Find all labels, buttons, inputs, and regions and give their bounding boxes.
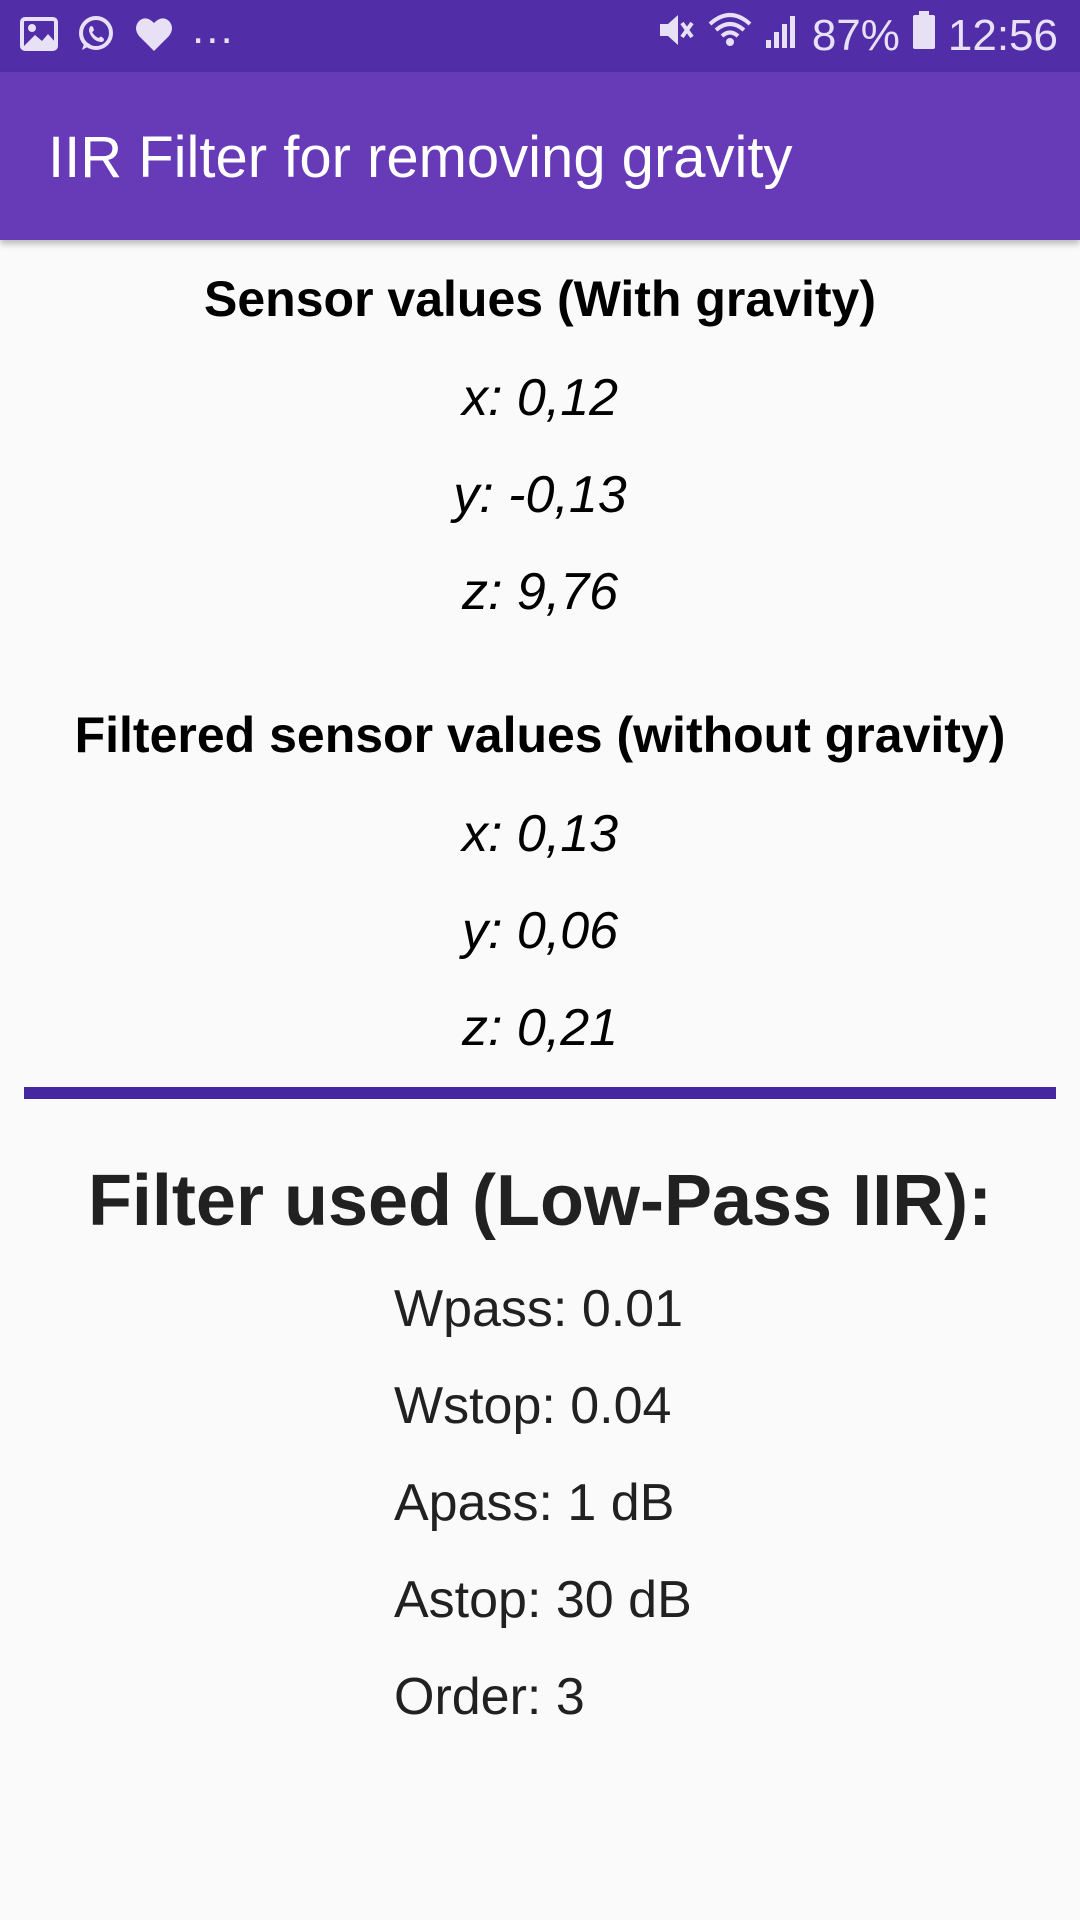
status-bar: ... 87% (0, 0, 1080, 72)
raw-sensor-heading: Sensor values (With gravity) (204, 271, 876, 327)
mute-icon (656, 10, 696, 61)
battery-icon (912, 10, 936, 61)
filter-order: Order: 3 (394, 1668, 585, 1726)
filtered-sensor-y: y: 0,06 (461, 902, 619, 960)
filtered-sensor-z: z: 0,21 (461, 999, 619, 1057)
app-bar: IIR Filter for removing gravity (0, 72, 1080, 240)
raw-sensor-z: z: 9,76 (461, 563, 619, 621)
status-bar-system: 87% 12:56 (656, 10, 1058, 61)
filter-title: Filter used (Low-Pass IIR): (87, 1161, 993, 1241)
more-notifications-indicator: ... (192, 3, 235, 53)
battery-percentage: 87% (811, 10, 900, 60)
app-title: IIR Filter for removing gravity (48, 125, 793, 190)
whatsapp-icon (76, 14, 116, 59)
status-bar-notifications: ... (20, 6, 235, 59)
raw-sensor-y: y: -0,13 (453, 466, 627, 524)
filter-wpass: Wpass: 0.01 (394, 1280, 684, 1338)
image-icon (20, 15, 58, 58)
section-divider (24, 1087, 1056, 1099)
filtered-sensor-heading: Filtered sensor values (without gravity) (74, 707, 1006, 763)
filter-apass: Apass: 1 dB (394, 1474, 675, 1532)
signal-icon (764, 10, 800, 61)
filter-astop: Astop: 30 dB (394, 1571, 692, 1629)
filter-wstop: Wstop: 0.04 (394, 1377, 672, 1435)
heart-icon (134, 15, 174, 58)
wifi-icon (708, 10, 752, 61)
clock: 12:56 (947, 10, 1058, 60)
filtered-sensor-x: x: 0,13 (461, 805, 619, 863)
raw-sensor-x: x: 0,12 (461, 369, 619, 427)
